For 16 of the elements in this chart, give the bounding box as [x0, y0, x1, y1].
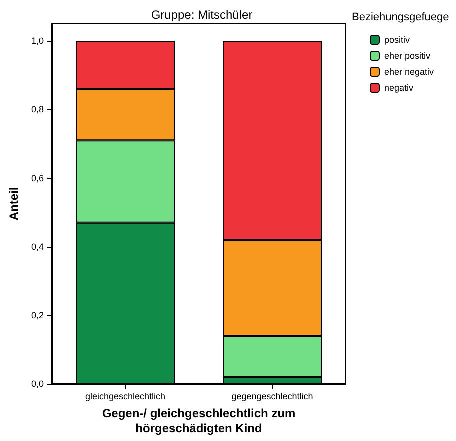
y-tick-label: 0,0: [31, 379, 44, 389]
y-tick-label: 0,4: [31, 242, 44, 252]
y-tick-label: 0,8: [31, 104, 44, 115]
y-tick-label: 0,6: [31, 173, 44, 184]
legend-title: Beziehungsgefuege: [352, 12, 450, 24]
x-tick-label: gleichgeschlechtlich: [85, 392, 166, 402]
y-tick-label: 1,0: [31, 36, 44, 46]
y-tick-label: 0,2: [31, 310, 44, 320]
y-axis-title: Anteil: [7, 187, 21, 221]
legend-label: positiv: [384, 35, 411, 45]
chart-title: Gruppe: Mitschüler: [151, 8, 253, 22]
x-tick-label: gegengeschlechtlich: [232, 392, 314, 402]
legend-label: eher negativ: [384, 67, 435, 77]
legend-label: eher positiv: [384, 51, 432, 61]
x-axis-title: Gegen-/ gleichgeschlechtlich zum hörgeschädigten Kind: [102, 406, 296, 436]
legend-label: negativ: [384, 83, 414, 93]
